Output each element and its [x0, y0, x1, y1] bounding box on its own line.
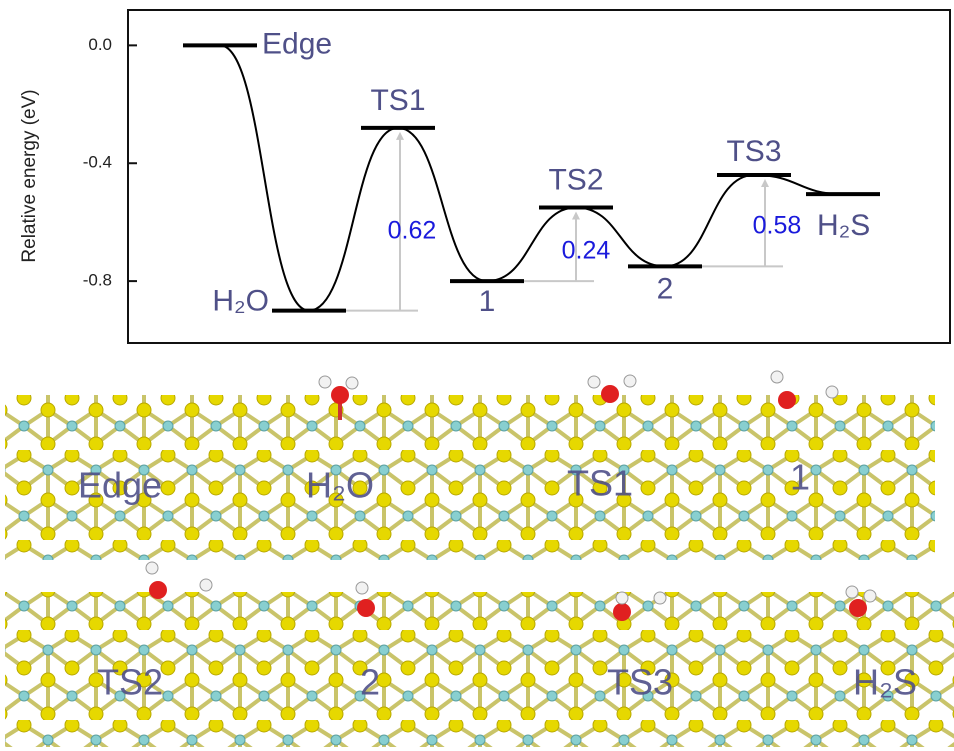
level-label: TS3 [726, 135, 781, 168]
structure-label: TS2 [97, 662, 163, 703]
structure-label: 2 [360, 662, 380, 703]
structure-label: TS3 [607, 662, 673, 703]
arrow-head [572, 211, 580, 219]
y-tick-label: 0.0 [88, 35, 112, 54]
level-label: 1 [479, 285, 496, 318]
barrier-label: 0.58 [753, 212, 802, 240]
structures: Edge H₂O TS1 1 TS2 2 TS3 H₂S [5, 371, 954, 747]
structure-label: H₂S [853, 662, 917, 703]
structure-label: H₂O [306, 465, 374, 506]
y-tick-label: -0.8 [83, 271, 112, 290]
structure-label: TS1 [567, 463, 633, 504]
barrier-label: 0.62 [388, 217, 437, 245]
level-label: TS1 [370, 84, 425, 117]
arrow-head [761, 179, 769, 187]
y-tick-label: -0.4 [83, 153, 112, 172]
barrier-label: 0.24 [562, 237, 611, 265]
energy-plot: Relative energy (eV) 0.0 -0.4 -0.8 Edge H₂O T… [19, 10, 950, 343]
level-label: 2 [657, 272, 674, 305]
figure: Relative energy (eV) 0.0 -0.4 -0.8 Edge H₂O T… [0, 0, 954, 751]
y-axis-label: Relative energy (eV) [19, 89, 40, 262]
level-label: H₂O [212, 285, 269, 318]
level-label: H₂S [817, 209, 870, 242]
structure-label: 1 [790, 457, 810, 498]
level-label: TS2 [548, 163, 603, 196]
energy-curve [220, 45, 843, 310]
structure-label: Edge [78, 465, 162, 506]
level-label: Edge [262, 27, 332, 60]
arrow-head [396, 132, 404, 140]
